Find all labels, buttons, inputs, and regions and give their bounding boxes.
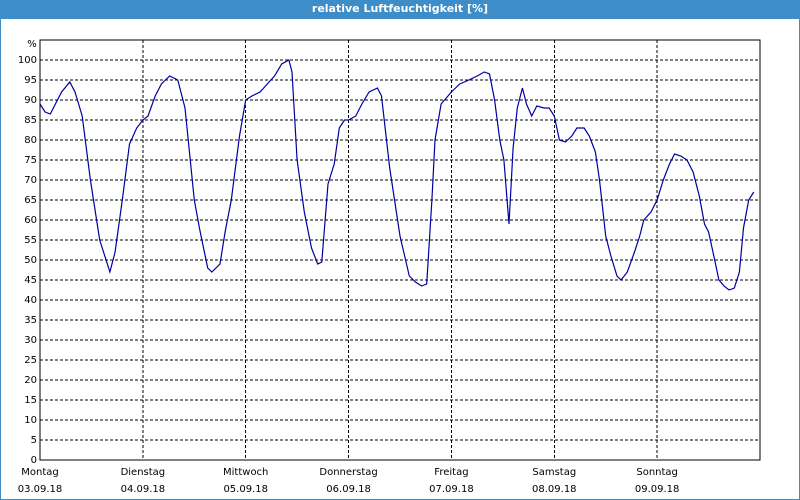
y-tick-label: 15 <box>24 395 37 406</box>
y-tick-label: 55 <box>24 235 37 246</box>
x-tick-date: 05.09.18 <box>223 484 268 495</box>
y-tick-label: 80 <box>24 135 37 146</box>
x-tick-date: 04.09.18 <box>121 484 166 495</box>
y-tick-label: 70 <box>24 175 37 186</box>
y-tick-label: 40 <box>24 295 37 306</box>
x-tick-label: Samstag <box>532 467 576 478</box>
y-tick-label: 95 <box>24 75 37 86</box>
title-bar <box>0 0 800 18</box>
chart-title: relative Luftfeuchtigkeit [%] <box>312 2 488 15</box>
x-tick-date: 07.09.18 <box>429 484 474 495</box>
y-tick-label: 45 <box>24 275 37 286</box>
x-tick-date: 09.09.18 <box>635 484 680 495</box>
y-tick-label: 25 <box>24 355 37 366</box>
y-tick-label: 10 <box>24 415 37 426</box>
y-tick-label: 100 <box>18 55 37 66</box>
y-tick-label: 85 <box>24 115 37 126</box>
y-tick-label: 65 <box>24 195 37 206</box>
humidity-line <box>39 59 755 291</box>
plot-frame <box>39 39 761 461</box>
y-tick-label: 30 <box>24 335 37 346</box>
x-tick-date: 08.09.18 <box>532 484 577 495</box>
x-tick-label: Sonntag <box>636 467 678 478</box>
y-tick-label: 0 <box>31 455 37 466</box>
y-tick-label: 50 <box>24 255 37 266</box>
x-tick-label: Montag <box>21 467 58 478</box>
x-tick-label: Freitag <box>434 467 468 478</box>
x-tick-date: 06.09.18 <box>326 484 371 495</box>
y-tick-label: 75 <box>24 155 37 166</box>
x-tick-label: Dienstag <box>121 467 166 478</box>
x-tick-label: Donnerstag <box>319 467 377 478</box>
x-tick-label: Mittwoch <box>223 467 268 478</box>
y-tick-label: 35 <box>24 315 37 326</box>
y-tick-label: 90 <box>24 95 37 106</box>
y-tick-label: 60 <box>24 215 37 226</box>
y-tick-label: 20 <box>24 375 37 386</box>
y-unit: % <box>27 39 37 50</box>
x-tick-date: 03.09.18 <box>18 484 63 495</box>
y-tick-label: 5 <box>31 435 37 446</box>
